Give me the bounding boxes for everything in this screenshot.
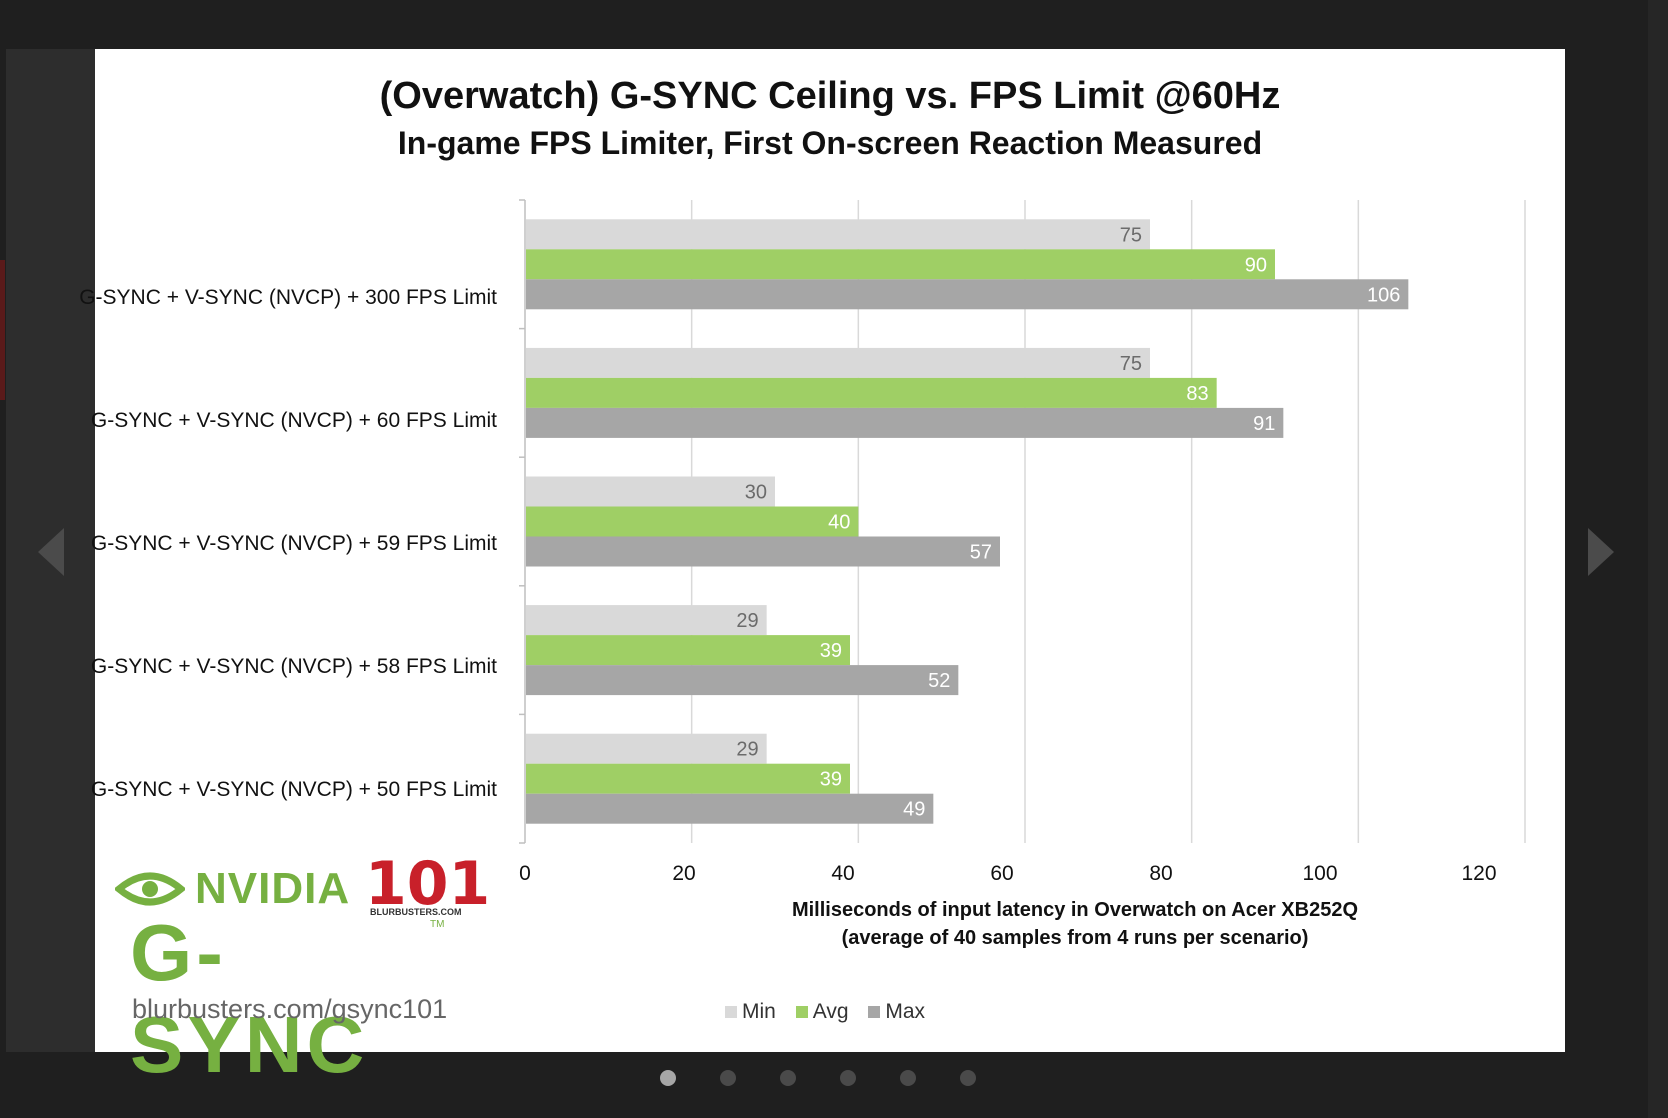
logo-badge-subtext: BLURBUSTERS.COM xyxy=(370,907,462,917)
bar-avg xyxy=(526,635,850,666)
category-label: G-SYNC + V-SYNC (NVCP) + 58 FPS Limit xyxy=(90,655,497,678)
next-slide-arrow-icon[interactable] xyxy=(1588,528,1614,576)
bar-avg xyxy=(526,249,1275,280)
pagination-dot-2[interactable] xyxy=(720,1070,736,1086)
bar-min xyxy=(526,476,775,507)
chart-title: (Overwatch) G-SYNC Ceiling vs. FPS Limit… xyxy=(379,75,1281,117)
logo-trademark: TM xyxy=(430,919,445,930)
x-tick-label: 0 xyxy=(519,862,531,885)
chart-subtitle: In-game FPS Limiter, First On-screen Rea… xyxy=(397,125,1263,161)
legend-item-min: Min xyxy=(725,1000,776,1024)
x-axis-label-line-2: (average of 40 samples from 4 runs per s… xyxy=(841,927,1309,949)
legend-item-avg: Avg xyxy=(795,1000,849,1024)
right-frame-strip xyxy=(1648,0,1668,1118)
bar-max xyxy=(526,407,1284,438)
x-axis-label-line-1: Milliseconds of input latency in Overwat… xyxy=(791,899,1359,921)
legend-label: Min xyxy=(742,1000,776,1023)
data-label: 29 xyxy=(736,739,758,761)
data-label: 39 xyxy=(820,769,842,791)
data-label: 90 xyxy=(1245,254,1267,276)
bar-max xyxy=(526,279,1409,310)
bar-max xyxy=(526,665,959,696)
pagination-dot-1[interactable] xyxy=(660,1070,676,1086)
legend-label: Max xyxy=(885,1000,926,1023)
legend-swatch-max xyxy=(868,1006,881,1019)
bar-avg xyxy=(526,763,850,794)
x-tick-label: 120 xyxy=(1461,862,1497,885)
x-tick-label: 40 xyxy=(831,862,855,885)
bar-min xyxy=(526,605,767,636)
bar-max xyxy=(526,536,1000,567)
category-label: G-SYNC + V-SYNC (NVCP) + 59 FPS Limit xyxy=(90,532,497,555)
pagination-dot-3[interactable] xyxy=(780,1070,796,1086)
data-label: 52 xyxy=(928,670,950,692)
nvidia-eye-icon xyxy=(115,872,185,906)
data-label: 49 xyxy=(903,799,925,821)
data-label: 75 xyxy=(1120,224,1142,246)
data-label: 39 xyxy=(820,640,842,662)
logo-101-badge: 101 xyxy=(365,849,491,919)
x-tick-label: 60 xyxy=(990,862,1014,885)
nvidia-gsync-101-logo: NVIDIA 101 BLURBUSTERS.COM G-SYNC TM blu… xyxy=(115,849,490,1089)
data-label: 106 xyxy=(1367,284,1400,306)
category-label: G-SYNC + V-SYNC (NVCP) + 60 FPS Limit xyxy=(90,409,497,432)
slide-pagination xyxy=(660,1070,1000,1090)
x-tick-label: 100 xyxy=(1302,862,1338,885)
logo-nvidia-text: NVIDIA xyxy=(195,864,351,913)
logo-url: blurbusters.com/gsync101 xyxy=(132,994,448,1024)
bar-min xyxy=(526,219,1150,250)
legend-swatch-avg xyxy=(795,1006,808,1019)
data-label: 75 xyxy=(1120,353,1142,375)
chart-slide: (Overwatch) G-SYNC Ceiling vs. FPS Limit… xyxy=(79,49,1565,1089)
x-tick-label: 20 xyxy=(672,862,696,885)
bar-min xyxy=(526,347,1150,378)
background-image-edge xyxy=(0,260,5,400)
data-label: 30 xyxy=(745,482,767,504)
pagination-dot-6[interactable] xyxy=(960,1070,976,1086)
logo-gsync-text: G-SYNC xyxy=(130,908,369,1089)
category-label: G-SYNC + V-SYNC (NVCP) + 50 FPS Limit xyxy=(90,778,497,801)
data-label: 29 xyxy=(736,610,758,632)
bar-avg xyxy=(526,377,1217,408)
bar-max xyxy=(526,793,934,824)
data-label: 57 xyxy=(970,542,992,564)
chart-legend: Min Avg Max xyxy=(725,1000,939,1024)
legend-label: Avg xyxy=(812,1000,849,1023)
legend-swatch-min xyxy=(725,1006,737,1019)
bar-avg xyxy=(526,506,859,537)
data-label: 91 xyxy=(1253,413,1275,435)
legend-item-max: Max xyxy=(868,1000,925,1024)
pagination-dot-4[interactable] xyxy=(840,1070,856,1086)
data-label: 83 xyxy=(1186,383,1208,405)
x-tick-label: 80 xyxy=(1149,862,1173,885)
previous-slide-arrow-icon[interactable] xyxy=(38,528,64,576)
pagination-dot-5[interactable] xyxy=(900,1070,916,1086)
bar-min xyxy=(526,733,767,764)
data-label: 40 xyxy=(828,512,850,534)
category-label: G-SYNC + V-SYNC (NVCP) + 300 FPS Limit xyxy=(79,286,497,309)
